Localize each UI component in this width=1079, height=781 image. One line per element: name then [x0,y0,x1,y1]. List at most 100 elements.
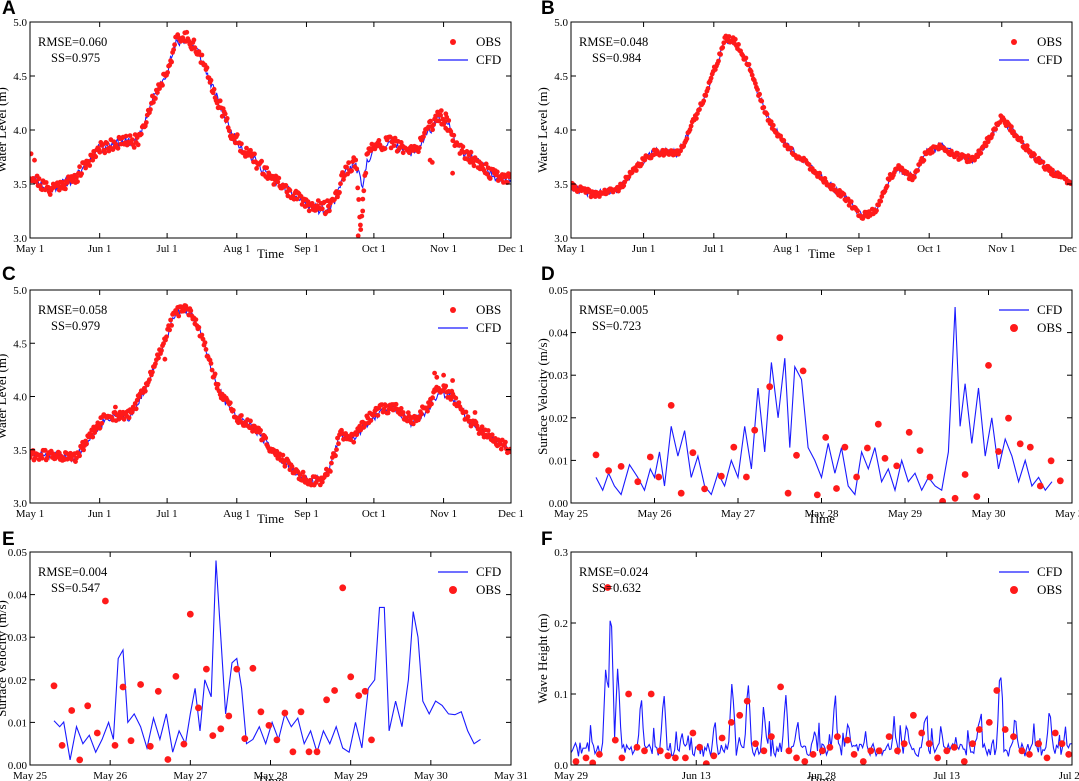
obs-point [1047,457,1055,465]
obs-series [571,33,1072,221]
obs-point [368,736,375,744]
obs-point [1036,482,1044,490]
obs-point [918,729,926,737]
cfd-series-line [30,305,511,487]
obs-point [234,132,240,138]
obs-point [156,355,161,361]
obs-point [319,479,325,485]
obs-point [241,735,249,742]
obs-point [196,325,202,330]
obs-point [736,42,741,47]
obs-point [355,692,363,699]
obs-point [248,418,253,424]
obs-point [192,45,198,51]
obs-point [752,740,759,748]
y-tick-label: 3.5 [13,445,27,457]
legend: CFD OBS [438,564,501,597]
legend: OBS CFD [438,34,501,67]
obs-point [155,90,160,95]
x-tick-label: Jun 1 [632,243,656,255]
obs-point [801,758,809,765]
legend-label-obs: OBS [1037,34,1062,49]
obs-point [83,165,88,171]
obs-point [498,176,504,182]
obs-point [252,151,257,157]
panel-label: D [541,264,555,285]
obs-point [961,471,969,478]
obs-point [73,459,78,464]
obs-point [44,455,50,461]
obs-point [874,420,882,428]
obs-point [910,711,917,719]
obs-point [188,308,194,314]
obs-point [164,756,172,763]
x-tick-label: Jul 1 [703,243,724,255]
x-tick-label: Jul 1 [157,508,178,520]
obs-point [655,473,663,481]
axes-frame [29,21,512,239]
x-tick-label: Jul 28 [1059,770,1079,781]
y-tick-label: 4.5 [13,71,27,83]
obs-point [280,452,286,458]
x-tick-label: Dec 1 [498,243,524,255]
legend-label-obs: OBS [1037,320,1062,335]
obs-point [75,179,80,185]
cfd-series-line [53,560,481,761]
obs-point [93,729,101,737]
obs-point [77,453,82,459]
x-tick-label: May 25 [13,770,47,781]
obs-point [425,408,430,414]
obs-point [846,202,852,208]
y-tick-label: 3.5 [13,179,27,191]
obs-point [1024,143,1030,149]
rmse-label: RMSE=0.058 [38,303,107,317]
x-tick-label: Dec 1 [498,508,524,520]
obs-point [687,127,693,133]
y-tick-label: 4.5 [554,71,568,83]
obs-point [841,191,847,197]
panel-d: D 0.00 0.01 0.02 0.03 0.04 0.05 May 25 May 26 May… [535,264,1079,526]
obs-point [200,336,206,342]
obs-point [305,748,313,756]
obs-point [360,208,366,214]
obs-point [878,198,884,204]
obs-point [432,370,437,376]
obs-point [705,86,711,91]
obs-point [969,740,976,748]
y-tick-label: 0.03 [8,632,28,644]
y-tick-label: 0.3 [554,547,568,559]
obs-point [1058,740,1066,748]
obs-point [230,407,236,413]
legend-label-cfd: CFD [476,52,501,67]
obs-point [76,756,84,764]
obs-point [834,733,841,740]
obs-point [689,449,697,457]
obs-point [69,456,74,462]
obs-point [749,72,755,78]
obs-point [222,111,228,117]
obs-point [115,145,121,151]
obs-point [271,182,277,187]
obs-point [776,334,784,342]
obs-point [354,166,360,172]
obs-point [875,747,883,755]
obs-point [275,179,281,185]
obs-point [1009,124,1014,130]
x-tick-label: Jul 13 [933,770,960,781]
obs-point [760,747,768,755]
obs-point [208,361,214,366]
obs-point [1026,751,1033,758]
obs-point [1018,747,1026,755]
obs-point [605,467,612,474]
obs-point [355,185,361,191]
legend-obs-marker [450,307,456,313]
panel-f: F 0.0 0.1 0.2 0.3 May 29 Jun 13 Jun 28 Jul 13 Jul… [535,529,1079,781]
x-tick-label: Jun 1 [88,508,112,520]
x-tick-label: May 29 [554,770,588,781]
y-tick-label: 0.04 [549,328,569,340]
plot-area [30,29,511,238]
obs-point [694,116,699,121]
x-tick-label: Jun 28 [807,770,837,781]
obs-point [137,681,145,688]
obs-point [398,406,404,411]
